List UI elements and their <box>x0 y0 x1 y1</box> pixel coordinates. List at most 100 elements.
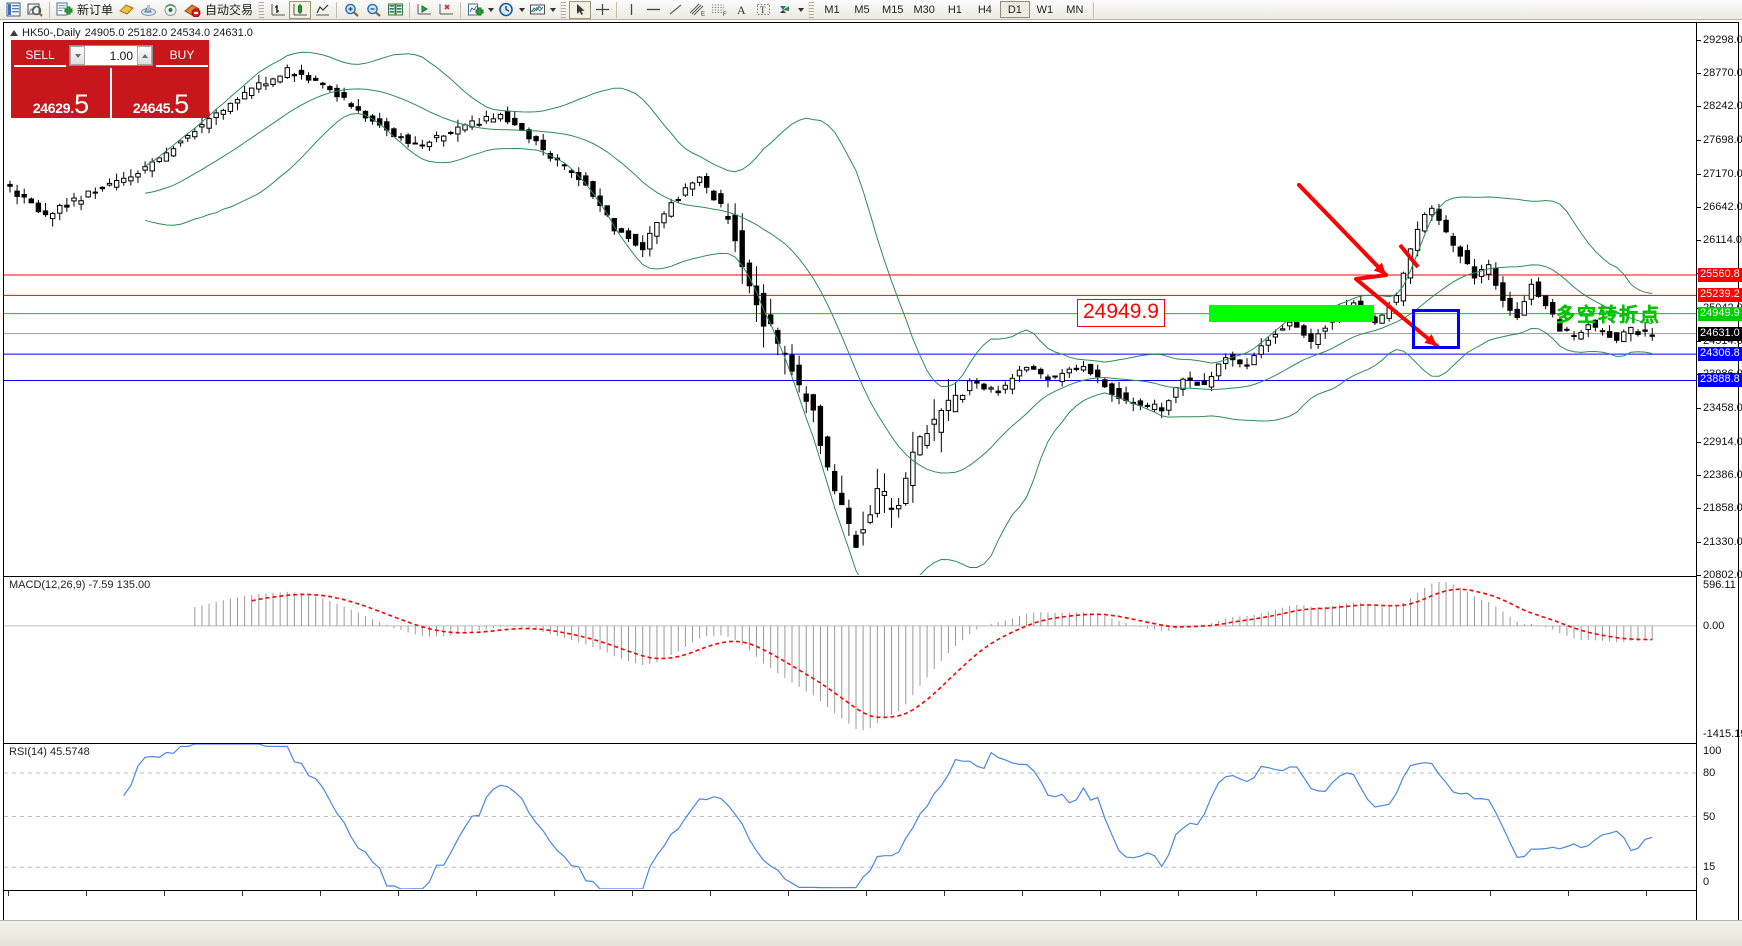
bar-chart-icon[interactable] <box>267 1 289 19</box>
chevron-down-icon[interactable] <box>548 1 557 19</box>
macd-pane[interactable]: MACD(12,26,9) -7.59 135.00 <box>4 576 1696 742</box>
symbol-ohlc: 24905.0 25182.0 24534.0 24631.0 <box>84 27 253 39</box>
rsi-pane[interactable]: RSI(14) 45.5748 <box>4 743 1696 889</box>
consolidation-box <box>1412 308 1460 349</box>
chart-window[interactable]: MACD(12,26,9) -7.59 135.00 RSI(14) 45.57… <box>3 22 1742 939</box>
toolbar-separator <box>460 1 462 18</box>
buy-label[interactable]: BUY <box>156 45 208 67</box>
text-box-icon[interactable]: T <box>752 1 774 19</box>
volume-value[interactable]: 1.00 <box>109 48 133 63</box>
price-axis-tick <box>1697 407 1701 409</box>
auto-trading-icon[interactable] <box>181 1 203 19</box>
timeframe-m5[interactable]: M5 <box>854 3 870 16</box>
time-axis-tick <box>242 891 243 896</box>
market-watch-icon[interactable] <box>2 1 24 19</box>
macd-canvas <box>4 581 1696 731</box>
price-axis-label: 28242.0 <box>1703 100 1742 113</box>
chevron-down-icon[interactable] <box>796 1 805 19</box>
objects-list-icon[interactable] <box>774 1 796 19</box>
price-axis-label: 23458.0 <box>1703 401 1742 414</box>
data-window-icon[interactable] <box>24 1 46 19</box>
fibonacci-retracement-icon[interactable]: F <box>708 1 730 19</box>
timeframe-m15[interactable]: M15 <box>882 3 904 16</box>
timeframe-h1[interactable]: H1 <box>947 3 962 16</box>
timeframe-h4[interactable]: H4 <box>977 3 992 16</box>
metaeditor-icon[interactable] <box>115 1 137 19</box>
toolbar-grip[interactable] <box>808 1 815 18</box>
status-bar <box>0 920 1742 946</box>
timeframe-mn[interactable]: MN <box>1066 3 1084 16</box>
time-axis-tick <box>710 891 711 896</box>
one-click-trading-panel[interactable]: SELL 1.00 BUY 24629 . 5 24645 . 5 <box>11 40 210 119</box>
new-order-icon[interactable] <box>53 1 75 19</box>
price-axis-tick <box>1697 72 1701 74</box>
price-axis-tick <box>1697 475 1701 477</box>
auto-scroll-icon[interactable] <box>413 1 435 19</box>
new-order-label[interactable]: 新订单 <box>77 3 114 17</box>
toolbar-separator <box>49 1 50 18</box>
equidistant-channel-icon[interactable]: E <box>686 1 708 19</box>
price-axis-label: 22386.0 <box>1703 469 1742 482</box>
tile-windows-icon[interactable] <box>384 1 406 19</box>
trade-panel-top: SELL 1.00 BUY <box>12 41 210 68</box>
sell-label[interactable]: SELL <box>14 45 66 67</box>
time-axis-tick <box>632 891 633 896</box>
trendline-icon[interactable] <box>664 1 686 19</box>
volume-increase-button[interactable] <box>137 46 152 65</box>
add-indicator-icon[interactable] <box>464 1 486 19</box>
macd-axis-label: 0.00 <box>1703 619 1725 632</box>
price-level-badge: 24949.9 <box>1698 306 1742 321</box>
price-callout-label: 24949.9 <box>1077 298 1165 327</box>
timeframe-m30[interactable]: M30 <box>913 3 935 16</box>
price-axis[interactable]: 29298.0 28770.0 28242.0 27698.0 27170.0 26642… <box>1696 23 1742 939</box>
time-axis-tick <box>1334 891 1335 896</box>
price-axis-label: 20802.0 <box>1703 569 1742 581</box>
price-level-badge: 25239.2 <box>1698 288 1742 303</box>
timeframe-d1[interactable]: D1 <box>999 1 1030 18</box>
buy-price-button[interactable]: 24645 . 5 <box>110 68 210 119</box>
toolbar-grip[interactable] <box>560 1 567 18</box>
crosshair-icon[interactable] <box>591 1 613 19</box>
line-chart-icon[interactable] <box>311 1 333 19</box>
time-axis-tick <box>866 891 867 896</box>
collapse-triangle-icon[interactable] <box>10 30 18 36</box>
price-axis-tick <box>1697 341 1701 343</box>
price-pane[interactable] <box>4 23 1696 575</box>
vps-icon[interactable] <box>159 1 181 19</box>
chart-shift-icon[interactable] <box>435 1 457 19</box>
horizontal-line-icon[interactable] <box>642 1 664 19</box>
vertical-line-icon[interactable] <box>620 1 642 19</box>
zoom-out-icon[interactable] <box>362 1 384 19</box>
time-axis-tick <box>1178 891 1179 896</box>
period-clock-icon[interactable] <box>495 1 517 19</box>
symbol-name: HK50-,Daily <box>22 27 81 39</box>
volume-stepper[interactable]: 1.00 <box>69 45 153 66</box>
auto-trading-label[interactable]: 自动交易 <box>205 3 254 17</box>
signals-icon[interactable] <box>137 1 159 19</box>
time-axis-tick <box>8 891 9 896</box>
timeframe-m1[interactable]: M1 <box>824 3 840 16</box>
symbol-header: HK50-,Daily 24905.0 25182.0 24534.0 2463… <box>10 27 253 39</box>
toolbar-grip[interactable] <box>258 1 265 18</box>
timeframe-w1[interactable]: W1 <box>1036 3 1054 16</box>
zoom-in-icon[interactable] <box>340 1 362 19</box>
chart-area[interactable]: MACD(12,26,9) -7.59 135.00 RSI(14) 45.57… <box>0 20 1742 946</box>
chevron-down-icon[interactable] <box>486 1 495 19</box>
volume-decrease-button[interactable] <box>70 46 85 65</box>
price-axis-label: 22914.0 <box>1703 435 1742 448</box>
chevron-down-icon[interactable] <box>517 1 526 19</box>
price-axis-label: 28770.0 <box>1703 66 1742 79</box>
sell-price-button[interactable]: 24629 . 5 <box>12 68 110 119</box>
main-toolbar[interactable]: 新订单 自动交易 <box>0 0 1742 20</box>
sell-price-main: 24629 <box>32 100 71 116</box>
text-label-icon[interactable]: A <box>730 1 752 19</box>
cursor-arrow-icon[interactable] <box>569 0 592 19</box>
svg-text:E: E <box>701 12 705 18</box>
time-axis-tick <box>164 891 165 896</box>
time-axis-tick <box>1412 891 1413 896</box>
support-zone-highlight <box>1209 304 1374 322</box>
templates-icon[interactable] <box>526 1 548 19</box>
time-axis-tick <box>476 891 477 896</box>
time-axis-tick <box>1646 891 1647 896</box>
candlestick-chart-icon[interactable] <box>289 0 312 19</box>
